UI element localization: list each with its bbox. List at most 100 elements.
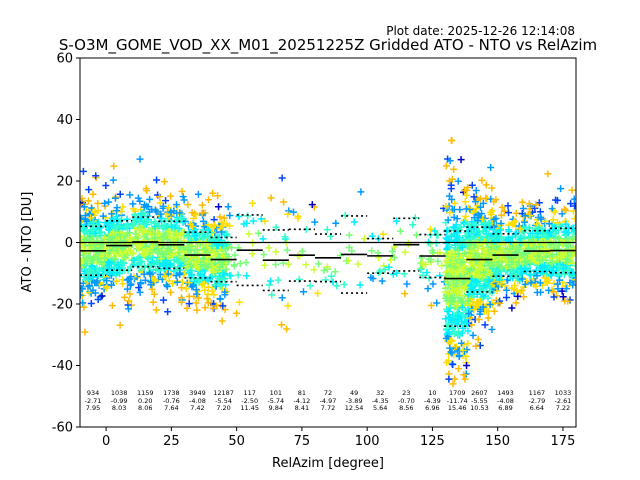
bin-count-label: 1738 (163, 389, 180, 397)
bin-count-label: 12187 (213, 389, 234, 397)
data-point (198, 209, 206, 217)
data-point (149, 266, 157, 274)
data-point (190, 275, 198, 283)
data-point (94, 207, 102, 215)
bin-mean-label: -5.54 (215, 397, 232, 405)
data-point (479, 252, 487, 260)
data-point (109, 176, 117, 184)
data-point (180, 254, 188, 262)
data-point (103, 277, 111, 285)
data-point (558, 210, 566, 218)
data-point (569, 235, 576, 243)
data-point (569, 248, 576, 256)
data-point (497, 211, 505, 219)
data-point (174, 226, 182, 234)
data-point (197, 261, 205, 269)
bin-mean-label: 0.20 (138, 397, 152, 405)
data-point (80, 167, 87, 175)
data-point (195, 278, 203, 286)
data-point (388, 247, 396, 255)
data-point (555, 245, 563, 253)
y-tick-label: 20 (56, 175, 73, 190)
data-point (504, 233, 512, 241)
data-point (197, 229, 205, 237)
data-point (549, 216, 557, 224)
data-point (445, 375, 453, 383)
data-point (471, 250, 479, 258)
data-point (472, 187, 480, 195)
data-point (518, 198, 526, 206)
data-point (249, 217, 257, 225)
data-point (116, 231, 124, 239)
data-point (376, 267, 384, 275)
data-point (284, 210, 292, 218)
data-point (161, 231, 169, 239)
data-point (444, 216, 452, 224)
data-point (514, 292, 522, 300)
bin-std-label: 7.95 (86, 404, 100, 412)
data-point (167, 288, 175, 296)
data-point (506, 245, 514, 253)
data-point (106, 246, 114, 254)
data-point (442, 162, 450, 170)
data-point (549, 225, 557, 233)
data-point (443, 259, 451, 267)
data-point (284, 260, 292, 268)
x-tick-label: 150 (485, 434, 510, 449)
data-point (458, 244, 466, 252)
data-point (147, 270, 155, 278)
data-point (219, 260, 227, 268)
data-point (479, 215, 487, 223)
data-point (462, 205, 470, 213)
data-point (144, 235, 152, 243)
data-point (192, 299, 200, 307)
data-point (216, 213, 224, 221)
data-point (344, 257, 352, 265)
data-point (89, 190, 97, 198)
data-point (554, 219, 562, 227)
data-point (454, 177, 462, 185)
data-point (221, 281, 229, 289)
data-point (457, 156, 465, 164)
bin-count-label: 1493 (497, 389, 514, 397)
data-point (218, 218, 226, 226)
data-point (454, 320, 462, 328)
data-point (320, 267, 328, 275)
data-point (554, 285, 562, 293)
data-point (484, 294, 492, 302)
bin-count-label: 934 (87, 389, 99, 397)
x-tick-label: 175 (551, 434, 576, 449)
bin-mean-label: -4.08 (497, 397, 514, 405)
data-point (445, 290, 453, 298)
bin-count-label: 10 (428, 389, 436, 397)
data-point (102, 181, 110, 189)
plot-date: Plot date: 2025-12-26 12:14:08 (386, 24, 575, 38)
data-point (514, 257, 522, 265)
data-point (470, 225, 478, 233)
data-point (83, 217, 91, 225)
data-point (480, 282, 488, 290)
data-point (116, 321, 124, 329)
data-point (458, 298, 466, 306)
data-point (381, 265, 389, 273)
data-point (125, 297, 133, 305)
data-point (272, 248, 280, 256)
data-point (545, 276, 553, 284)
data-point (210, 291, 218, 299)
bin-mean-label: -0.70 (398, 397, 415, 405)
data-point (357, 188, 365, 196)
data-point (85, 186, 93, 194)
chart-title: S-O3M_GOME_VOD_XX_M01_20251225Z Gridded … (59, 36, 597, 55)
data-point (500, 207, 508, 215)
bin-std-label: 8.03 (112, 404, 126, 412)
data-point (447, 137, 455, 145)
data-point (451, 199, 459, 207)
data-point (117, 208, 125, 216)
data-point (461, 375, 469, 383)
data-point (123, 222, 131, 230)
data-point (450, 206, 458, 214)
data-point (472, 277, 480, 285)
data-point (473, 231, 481, 239)
data-point (82, 262, 90, 270)
